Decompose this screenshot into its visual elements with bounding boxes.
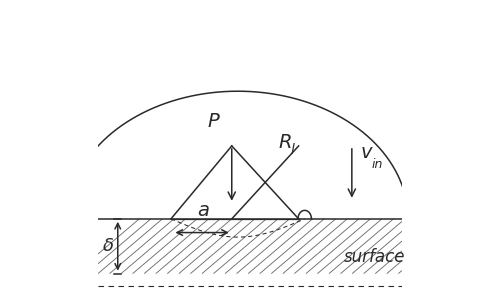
- Text: surface: surface: [344, 248, 406, 266]
- Text: in: in: [372, 158, 383, 171]
- Text: P: P: [208, 112, 220, 131]
- Text: a: a: [197, 201, 209, 220]
- Text: v: v: [361, 143, 372, 161]
- Text: l: l: [290, 143, 294, 157]
- Bar: [98, 219, 402, 274]
- Text: R: R: [279, 133, 292, 152]
- Text: δ: δ: [103, 237, 114, 255]
